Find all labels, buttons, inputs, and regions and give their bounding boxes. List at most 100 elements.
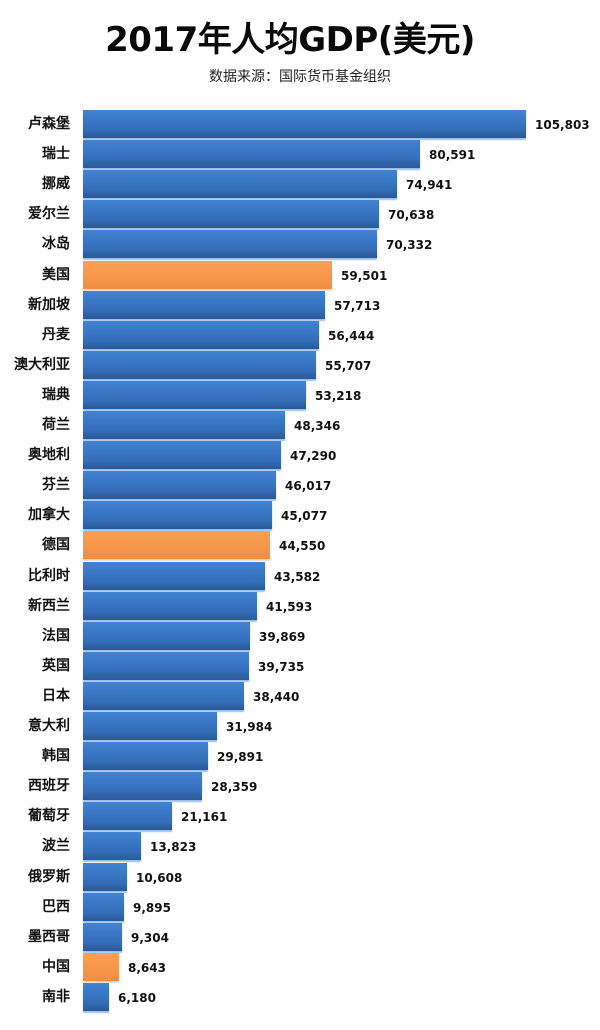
category-label: 美国 bbox=[42, 266, 70, 283]
category-label: 墨西哥 bbox=[28, 928, 70, 945]
category-label: 挪威 bbox=[42, 176, 70, 193]
value-label: 21,161 bbox=[181, 810, 228, 825]
value-label: 9,895 bbox=[133, 900, 171, 915]
bar bbox=[83, 651, 249, 680]
category-label: 冰岛 bbox=[42, 236, 70, 253]
category-label: 巴西 bbox=[42, 898, 70, 915]
bar bbox=[83, 200, 379, 229]
bar bbox=[83, 411, 285, 439]
bar bbox=[83, 110, 526, 138]
value-label: 10,608 bbox=[136, 870, 183, 885]
bar bbox=[83, 712, 217, 740]
value-label: 46,017 bbox=[285, 479, 332, 494]
bar bbox=[83, 982, 109, 1011]
category-label: 中国 bbox=[42, 958, 70, 975]
bar-row: 西班牙 28,359 bbox=[0, 772, 600, 801]
category-label: 丹麦 bbox=[42, 326, 70, 343]
value-label: 28,359 bbox=[211, 780, 258, 795]
value-label: 9,304 bbox=[131, 930, 169, 945]
highlighted-bar bbox=[83, 260, 332, 289]
chart-subtitle: 数据来源：国际货币基金组织 bbox=[209, 69, 391, 85]
value-label: 48,346 bbox=[294, 419, 341, 433]
category-label: 波兰 bbox=[42, 838, 70, 855]
bar-row: 美国 59,501 bbox=[0, 260, 600, 289]
category-label: 加拿大 bbox=[28, 507, 70, 524]
bar-row: 德国 44,550 bbox=[0, 531, 600, 560]
bar bbox=[83, 681, 244, 710]
bar-row: 日本 38,440 bbox=[0, 681, 600, 710]
category-label: 俄罗斯 bbox=[28, 868, 70, 885]
chart-title: 2017年人均GDP(美元) bbox=[105, 20, 475, 60]
bar-row: 冰岛 70,332 bbox=[0, 230, 600, 259]
value-label: 47,290 bbox=[290, 449, 337, 464]
bar-row: 瑞士 80,591 bbox=[0, 140, 600, 169]
category-label: 奥地利 bbox=[28, 447, 70, 464]
value-label: 43,582 bbox=[274, 569, 321, 584]
category-label: 瑞典 bbox=[42, 386, 70, 403]
bar bbox=[83, 140, 420, 169]
category-label: 新加坡 bbox=[28, 296, 70, 313]
category-label: 南非 bbox=[42, 988, 70, 1005]
bar-row: 法国 39,869 bbox=[0, 621, 600, 650]
bar bbox=[83, 471, 276, 500]
bar bbox=[83, 230, 377, 259]
bar-row: 意大利 31,984 bbox=[0, 712, 600, 740]
value-label: 53,218 bbox=[315, 388, 362, 403]
bar bbox=[83, 441, 281, 470]
bar-row: 英国 39,735 bbox=[0, 651, 600, 680]
bar bbox=[83, 922, 122, 951]
bar bbox=[83, 742, 208, 771]
bar-row: 瑞典 53,218 bbox=[0, 380, 600, 409]
bar-row: 卢森堡 105,803 bbox=[0, 110, 600, 138]
bar-row: 韩国 29,891 bbox=[0, 742, 600, 771]
value-label: 80,591 bbox=[429, 148, 476, 163]
bar-row: 奥地利 47,290 bbox=[0, 441, 600, 470]
category-label: 新西兰 bbox=[28, 597, 70, 614]
value-label: 55,707 bbox=[325, 358, 372, 373]
category-label: 瑞士 bbox=[42, 146, 70, 163]
bar-row: 爱尔兰 70,638 bbox=[0, 200, 600, 229]
highlighted-bar bbox=[83, 531, 270, 560]
value-label: 29,891 bbox=[217, 750, 264, 765]
bar bbox=[83, 832, 141, 861]
bar-row: 加拿大 45,077 bbox=[0, 501, 600, 530]
bar-row: 荷兰 48,346 bbox=[0, 411, 600, 439]
value-label: 41,593 bbox=[266, 599, 313, 614]
value-label: 59,501 bbox=[341, 268, 388, 283]
value-label: 6,180 bbox=[118, 990, 156, 1005]
highlighted-bar bbox=[83, 952, 119, 981]
category-label: 意大利 bbox=[28, 718, 70, 734]
bar-row: 芬兰 46,017 bbox=[0, 471, 600, 500]
bar-row: 丹麦 56,444 bbox=[0, 320, 600, 349]
value-label: 105,803 bbox=[535, 118, 590, 132]
bar-row: 南非 6,180 bbox=[0, 982, 600, 1011]
bar-row: 葡萄牙 21,161 bbox=[0, 802, 600, 831]
category-label: 韩国 bbox=[42, 748, 70, 765]
bar bbox=[83, 350, 316, 379]
bar-row: 挪威 74,941 bbox=[0, 170, 600, 199]
value-label: 39,735 bbox=[258, 659, 305, 674]
category-label: 芬兰 bbox=[42, 477, 70, 494]
category-label: 英国 bbox=[42, 657, 70, 674]
bar bbox=[83, 561, 265, 590]
value-label: 56,444 bbox=[328, 328, 375, 343]
bar-row: 波兰 13,823 bbox=[0, 832, 600, 861]
value-label: 38,440 bbox=[253, 689, 300, 704]
category-label: 法国 bbox=[42, 627, 70, 644]
bar-row: 墨西哥 9,304 bbox=[0, 922, 600, 951]
value-label: 74,941 bbox=[406, 178, 453, 193]
bar-row: 新西兰 41,593 bbox=[0, 591, 600, 620]
value-label: 70,332 bbox=[386, 238, 433, 253]
bar bbox=[83, 290, 325, 319]
bar bbox=[83, 501, 272, 530]
bar-row: 俄罗斯 10,608 bbox=[0, 862, 600, 891]
bar bbox=[83, 802, 172, 831]
bar bbox=[83, 380, 306, 409]
bar bbox=[83, 621, 250, 650]
bar bbox=[83, 591, 257, 620]
bar-row: 新加坡 57,713 bbox=[0, 290, 600, 319]
value-label: 44,550 bbox=[279, 539, 326, 554]
category-label: 葡萄牙 bbox=[28, 808, 70, 825]
bar-row: 巴西 9,895 bbox=[0, 892, 600, 921]
